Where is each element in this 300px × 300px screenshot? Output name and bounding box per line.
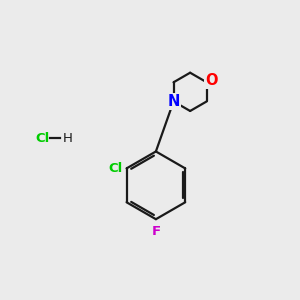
Text: Cl: Cl — [108, 162, 122, 175]
Text: Cl: Cl — [36, 132, 50, 145]
Text: F: F — [151, 225, 160, 238]
Text: N: N — [167, 94, 180, 109]
Text: O: O — [205, 73, 217, 88]
Text: H: H — [62, 132, 72, 145]
